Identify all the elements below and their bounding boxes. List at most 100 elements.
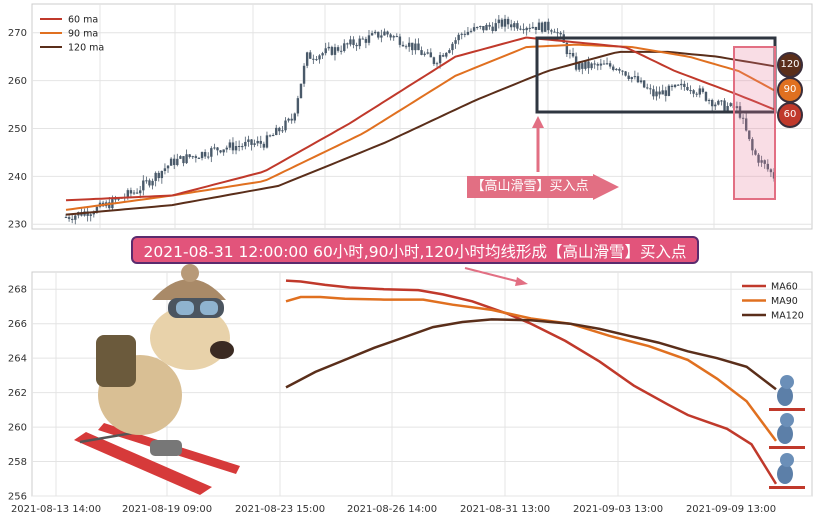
candle-body <box>559 32 562 35</box>
candle-body <box>315 59 318 61</box>
candle-body <box>627 75 630 79</box>
candle-body <box>132 192 136 194</box>
candle-body <box>216 147 219 151</box>
candle-body <box>646 87 649 89</box>
candle-body <box>544 21 547 32</box>
candle-body <box>670 85 674 87</box>
candle-body <box>766 163 770 170</box>
bottom-y-tick-label: 264 <box>8 354 27 365</box>
candle-body <box>744 118 748 131</box>
candle-body <box>191 156 194 158</box>
legend-label: MA120 <box>771 311 804 322</box>
candle-body <box>618 68 621 71</box>
candle-body <box>534 26 538 30</box>
candle-body <box>95 206 99 213</box>
candle-body <box>726 106 729 111</box>
candle-body <box>528 27 531 29</box>
candle-body <box>445 52 448 57</box>
candle-body <box>330 46 334 55</box>
candle-body <box>720 100 723 102</box>
candle-body <box>568 53 572 55</box>
candle-body <box>309 52 312 59</box>
candle-body <box>760 160 763 163</box>
candle-body <box>259 140 262 144</box>
candle-body <box>667 85 671 96</box>
bottom-y-tick-label: 256 <box>8 492 27 503</box>
candle-body <box>704 91 708 101</box>
candle-body <box>429 52 433 58</box>
candle-body <box>411 42 414 51</box>
candle-body <box>516 23 519 29</box>
candle-body <box>129 190 133 194</box>
candle-body <box>692 90 695 94</box>
dog-beanie <box>152 279 226 300</box>
candle-body <box>599 63 603 66</box>
candle-body <box>676 84 680 86</box>
candle-body <box>735 106 739 109</box>
candle-body <box>305 52 309 66</box>
candle-body <box>748 130 751 140</box>
signal-banner: 2021-08-31 12:00:00 60小时,90小时,120小时均线形成【… <box>131 236 699 264</box>
candle-body <box>336 47 340 51</box>
candle-body <box>203 152 207 157</box>
candle-body <box>680 83 683 86</box>
candle-body <box>531 26 535 29</box>
candle-body <box>157 172 160 179</box>
dog-nose <box>210 341 234 359</box>
candle-body <box>642 80 646 88</box>
candle-body <box>769 169 773 173</box>
small-skier-icon <box>769 453 805 489</box>
candle-body <box>299 83 303 99</box>
candle-body <box>197 157 201 159</box>
candle-body <box>343 43 346 51</box>
buy-arrow-head <box>532 116 544 128</box>
skiing-dog-illustration <box>74 264 240 495</box>
candle-body <box>757 154 760 163</box>
candle-body <box>386 31 389 35</box>
candle-body <box>151 180 154 186</box>
badge-60: 60 <box>777 102 803 128</box>
candle-body <box>683 83 686 87</box>
x-tick-label: 2021-09-09 13:00 <box>686 504 776 515</box>
candle-body <box>590 63 593 69</box>
candle-body <box>655 91 658 97</box>
small-skier-icon <box>769 413 805 449</box>
candle-body <box>522 28 525 31</box>
candle-body <box>389 34 392 38</box>
bottom-y-tick-label: 268 <box>8 285 27 296</box>
candle-body <box>550 30 553 32</box>
x-tick-label: 2021-08-23 15:00 <box>235 504 325 515</box>
candle-body <box>213 147 216 149</box>
candle-body <box>451 43 454 51</box>
candle-body <box>556 32 559 34</box>
candle-body <box>584 61 587 69</box>
candle-body <box>578 63 581 70</box>
dog-head <box>150 306 230 370</box>
candle-body <box>506 18 510 25</box>
candle-body <box>219 150 222 153</box>
candle-body <box>401 44 405 47</box>
candle-body <box>605 63 609 65</box>
candle-body <box>701 88 705 92</box>
candle-body <box>485 24 488 31</box>
candle-body <box>417 43 420 51</box>
candle-body <box>763 160 766 164</box>
candle-body <box>661 90 664 95</box>
candle-body <box>349 39 352 45</box>
candle-body <box>166 165 170 169</box>
ma90-line <box>65 43 775 211</box>
candle-body <box>142 180 145 191</box>
candle-body <box>525 27 528 31</box>
candle-body <box>160 171 164 179</box>
legend-label: MA90 <box>771 296 798 307</box>
candle-body <box>92 212 96 215</box>
top-legend: 60 ma 90 ma 120 ma <box>40 15 104 54</box>
candle-body <box>67 217 71 219</box>
candle-body <box>70 218 74 220</box>
series-line-ma120 <box>285 318 777 391</box>
candle-body <box>281 130 284 132</box>
candle-body <box>587 61 590 69</box>
candle-body <box>547 21 550 31</box>
candle-body <box>441 55 445 57</box>
